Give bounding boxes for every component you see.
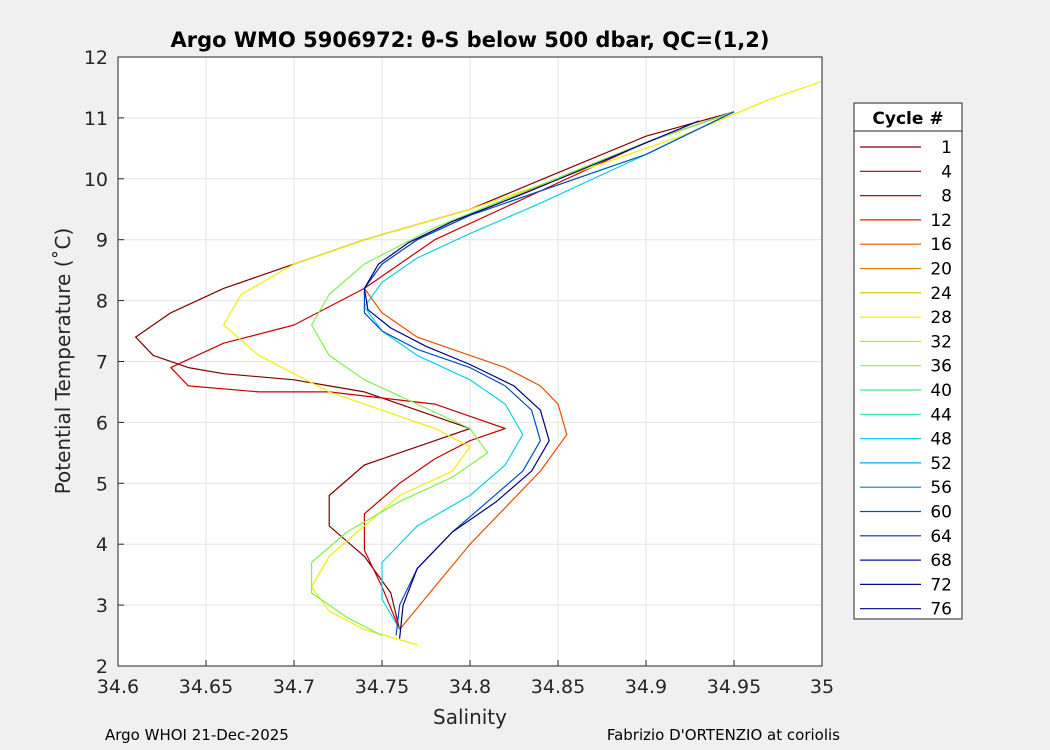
legend-entry-label: 36 <box>930 357 952 377</box>
x-tick-label: 34.75 <box>355 676 409 698</box>
x-tick-label: 35 <box>810 676 834 698</box>
footer-left: Argo WHOI 21-Dec-2025 <box>105 726 289 744</box>
legend-entry-label: 52 <box>930 454 952 474</box>
legend-entry-label: 76 <box>930 600 952 620</box>
legend-entry-label: 48 <box>930 430 952 450</box>
legend-entry-label: 64 <box>930 527 952 547</box>
legend-entry-label: 24 <box>930 284 952 304</box>
x-tick-label: 34.85 <box>531 676 585 698</box>
x-tick-label: 34.65 <box>179 676 233 698</box>
legend-entry-label: 16 <box>930 235 952 255</box>
x-tick-label: 34.6 <box>97 676 139 698</box>
series-line-6 <box>363 111 735 636</box>
legend-entry-label: 20 <box>930 260 952 280</box>
y-tick-label: 3 <box>96 595 108 617</box>
y-tick-label: 4 <box>96 534 108 556</box>
x-tick-label: 34.95 <box>707 676 761 698</box>
chart-title: Argo WMO 5906972: θ-S below 500 dbar, QC… <box>171 28 770 52</box>
legend-title: Cycle # <box>872 109 943 129</box>
series-layer <box>135 80 823 646</box>
y-tick-label: 12 <box>84 47 108 69</box>
legend-entry-label: 40 <box>930 381 952 401</box>
series-line-3 <box>223 80 823 646</box>
y-tick-label: 9 <box>96 230 108 252</box>
legend-entry-label: 12 <box>930 211 952 231</box>
legend-entry-label: 4 <box>941 162 952 182</box>
legend-box <box>853 102 963 620</box>
x-tick-label: 34.9 <box>625 676 667 698</box>
footer-right: Fabrizio D'ORTENZIO at coriolis <box>606 726 840 744</box>
x-tick-label: 34.7 <box>273 676 315 698</box>
x-tick-label: 34.8 <box>449 676 491 698</box>
legend-entry-label: 72 <box>930 575 952 595</box>
y-tick-label: 8 <box>96 291 108 313</box>
legend-entry-label: 28 <box>930 308 952 328</box>
y-tick-label: 2 <box>96 656 108 678</box>
y-tick-label: 11 <box>84 108 108 130</box>
legend-entry-label: 68 <box>930 551 952 571</box>
series-line-7 <box>363 120 700 639</box>
y-tick-label: 6 <box>96 412 108 434</box>
legend-entry-label: 56 <box>930 478 952 498</box>
legend-entry-label: 32 <box>930 332 952 352</box>
legend-entry-label: 8 <box>941 187 952 207</box>
series-line-4 <box>311 111 735 637</box>
series-line-1 <box>170 111 735 630</box>
x-axis-label: Salinity <box>433 705 507 729</box>
legend-entry-label: 44 <box>930 405 952 425</box>
legend-entry-label: 60 <box>930 503 952 523</box>
legend: Cycle # 14812162024283236404448525660646… <box>853 102 963 620</box>
y-tick-label: 5 <box>96 473 108 495</box>
y-tick-label: 10 <box>84 169 108 191</box>
y-tick-label: 7 <box>96 352 108 374</box>
series-line-5 <box>363 111 735 630</box>
axis-ticks: 34.6 34.65 34.7 34.75 34.8 34.85 34.9 34.95 3523… <box>84 47 834 698</box>
legend-entry-label: 1 <box>941 138 952 158</box>
y-axis-label: Potential Temperature (˚C) <box>51 228 75 495</box>
